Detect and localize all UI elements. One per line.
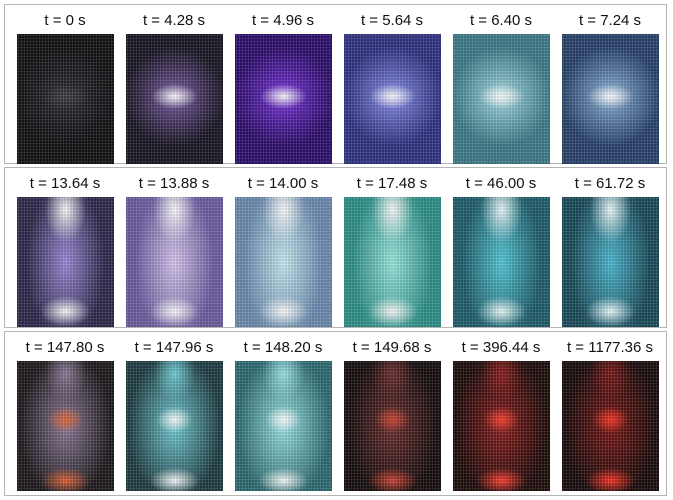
- time-panel: t = 61.72 s: [560, 174, 660, 327]
- time-label: t = 147.80 s: [25, 339, 105, 356]
- time-panel: t = 147.80 s: [15, 338, 115, 491]
- time-label: t = 6.40 s: [469, 12, 533, 29]
- discharge-photo: [562, 197, 659, 327]
- discharge-photo: [17, 197, 114, 327]
- time-label: t = 5.64 s: [360, 12, 424, 29]
- time-panel: t = 13.88 s: [124, 174, 224, 327]
- time-label: t = 13.64 s: [29, 175, 101, 192]
- time-label: t = 149.68 s: [352, 339, 432, 356]
- time-panel: t = 14.00 s: [233, 174, 333, 327]
- figure-row: t = 13.64 s t = 13.88 s t = 14.00 s t = 17.…: [4, 167, 667, 328]
- time-panel: t = 147.96 s: [124, 338, 224, 491]
- time-label: t = 46.00 s: [465, 175, 537, 192]
- discharge-photo: [562, 361, 659, 491]
- time-panel: t = 13.64 s: [15, 174, 115, 327]
- discharge-photo: [453, 361, 550, 491]
- time-panel: t = 4.28 s: [124, 11, 224, 164]
- time-label: t = 61.72 s: [574, 175, 646, 192]
- time-panel: t = 396.44 s: [451, 338, 551, 491]
- discharge-photo: [344, 361, 441, 491]
- time-label: t = 14.00 s: [247, 175, 319, 192]
- time-label: t = 4.28 s: [142, 12, 206, 29]
- time-panel: t = 4.96 s: [233, 11, 333, 164]
- time-label: t = 7.24 s: [578, 12, 642, 29]
- figure-row: t = 147.80 s t = 147.96 s t = 148.20 s t = …: [4, 331, 667, 496]
- time-label: t = 13.88 s: [138, 175, 210, 192]
- time-panel: t = 149.68 s: [342, 338, 442, 491]
- discharge-photo: [562, 34, 659, 164]
- time-label: t = 0 s: [44, 12, 86, 29]
- time-panel: t = 6.40 s: [451, 11, 551, 164]
- discharge-photo: [453, 34, 550, 164]
- discharge-photo: [453, 197, 550, 327]
- discharge-photo: [126, 197, 223, 327]
- discharge-photo: [235, 197, 332, 327]
- discharge-photo: [235, 361, 332, 491]
- time-label: t = 147.96 s: [134, 339, 214, 356]
- time-panel: t = 17.48 s: [342, 174, 442, 327]
- discharge-photo: [344, 34, 441, 164]
- time-panel: t = 7.24 s: [560, 11, 660, 164]
- discharge-photo: [17, 361, 114, 491]
- time-label: t = 1177.36 s: [566, 339, 654, 356]
- figure-row: t = 0 s t = 4.28 s t = 4.96 s t = 5.64 s t =…: [4, 4, 667, 164]
- time-panel: t = 1177.36 s: [560, 338, 660, 491]
- time-panel: t = 46.00 s: [451, 174, 551, 327]
- time-label: t = 396.44 s: [461, 339, 541, 356]
- discharge-photo: [17, 34, 114, 164]
- discharge-photo: [235, 34, 332, 164]
- discharge-photo: [126, 361, 223, 491]
- time-label: t = 148.20 s: [243, 339, 323, 356]
- discharge-photo: [126, 34, 223, 164]
- time-label: t = 4.96 s: [251, 12, 315, 29]
- time-panel: t = 0 s: [15, 11, 115, 164]
- time-panel: t = 5.64 s: [342, 11, 442, 164]
- time-panel: t = 148.20 s: [233, 338, 333, 491]
- discharge-photo: [344, 197, 441, 327]
- time-label: t = 17.48 s: [356, 175, 428, 192]
